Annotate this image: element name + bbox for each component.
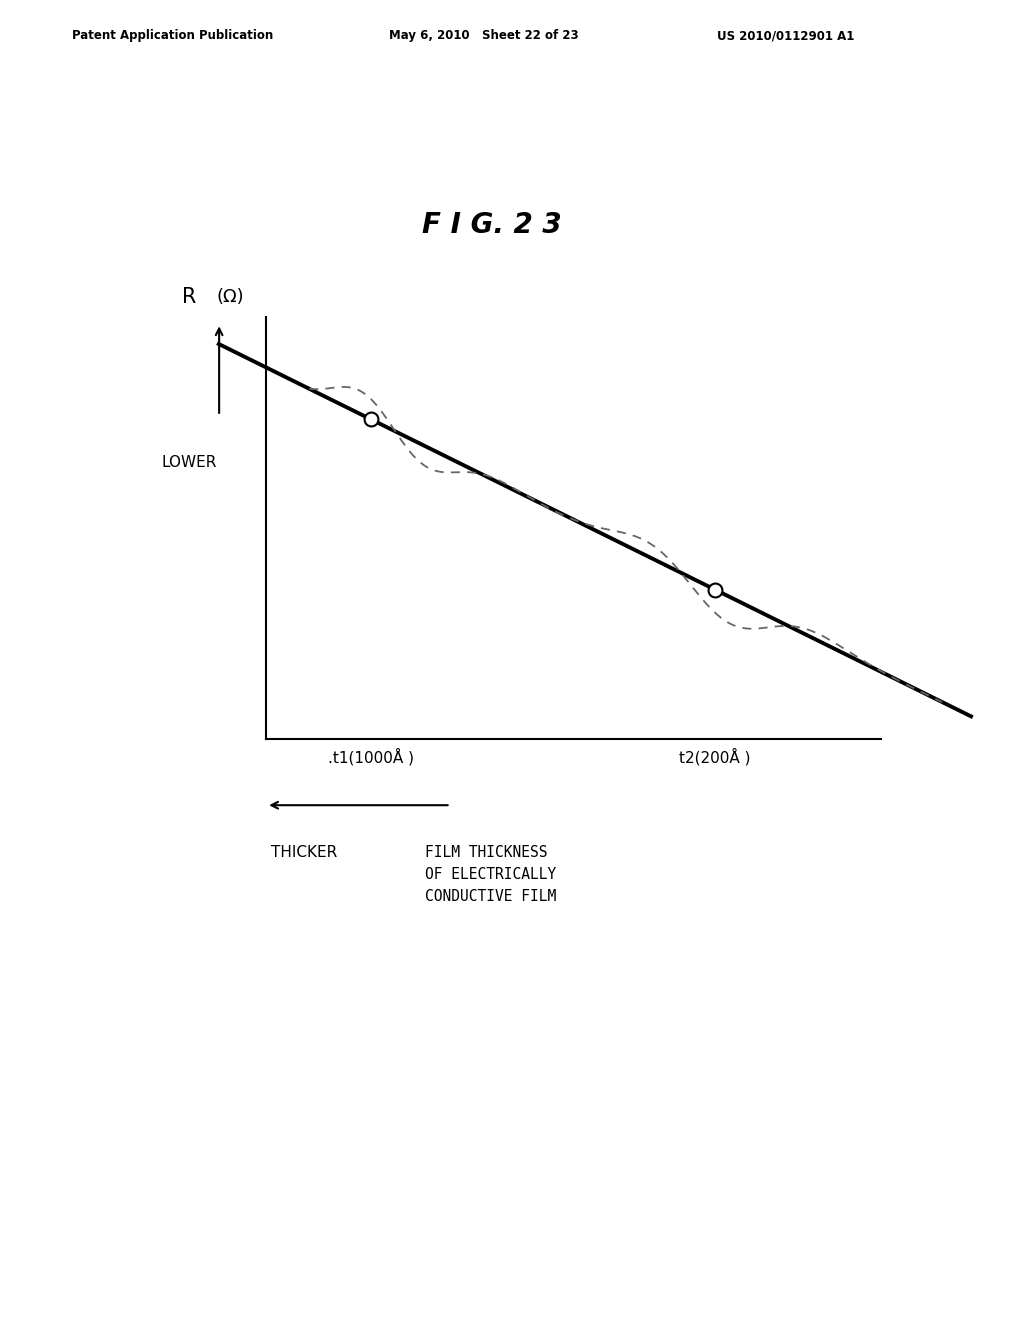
Text: .t1(1000Å ): .t1(1000Å ) <box>328 748 414 766</box>
Text: Patent Application Publication: Patent Application Publication <box>72 29 273 42</box>
Text: R: R <box>182 286 197 308</box>
Text: THICKER: THICKER <box>271 845 338 859</box>
Text: US 2010/0112901 A1: US 2010/0112901 A1 <box>717 29 854 42</box>
Text: LOWER: LOWER <box>162 455 217 470</box>
Text: FILM THICKNESS
OF ELECTRICALLY
CONDUCTIVE FILM: FILM THICKNESS OF ELECTRICALLY CONDUCTIV… <box>425 845 556 904</box>
Text: F I G. 2 3: F I G. 2 3 <box>422 211 561 239</box>
Text: t2(200Å ): t2(200Å ) <box>679 748 751 766</box>
Text: May 6, 2010   Sheet 22 of 23: May 6, 2010 Sheet 22 of 23 <box>389 29 579 42</box>
Text: (Ω): (Ω) <box>217 288 244 306</box>
